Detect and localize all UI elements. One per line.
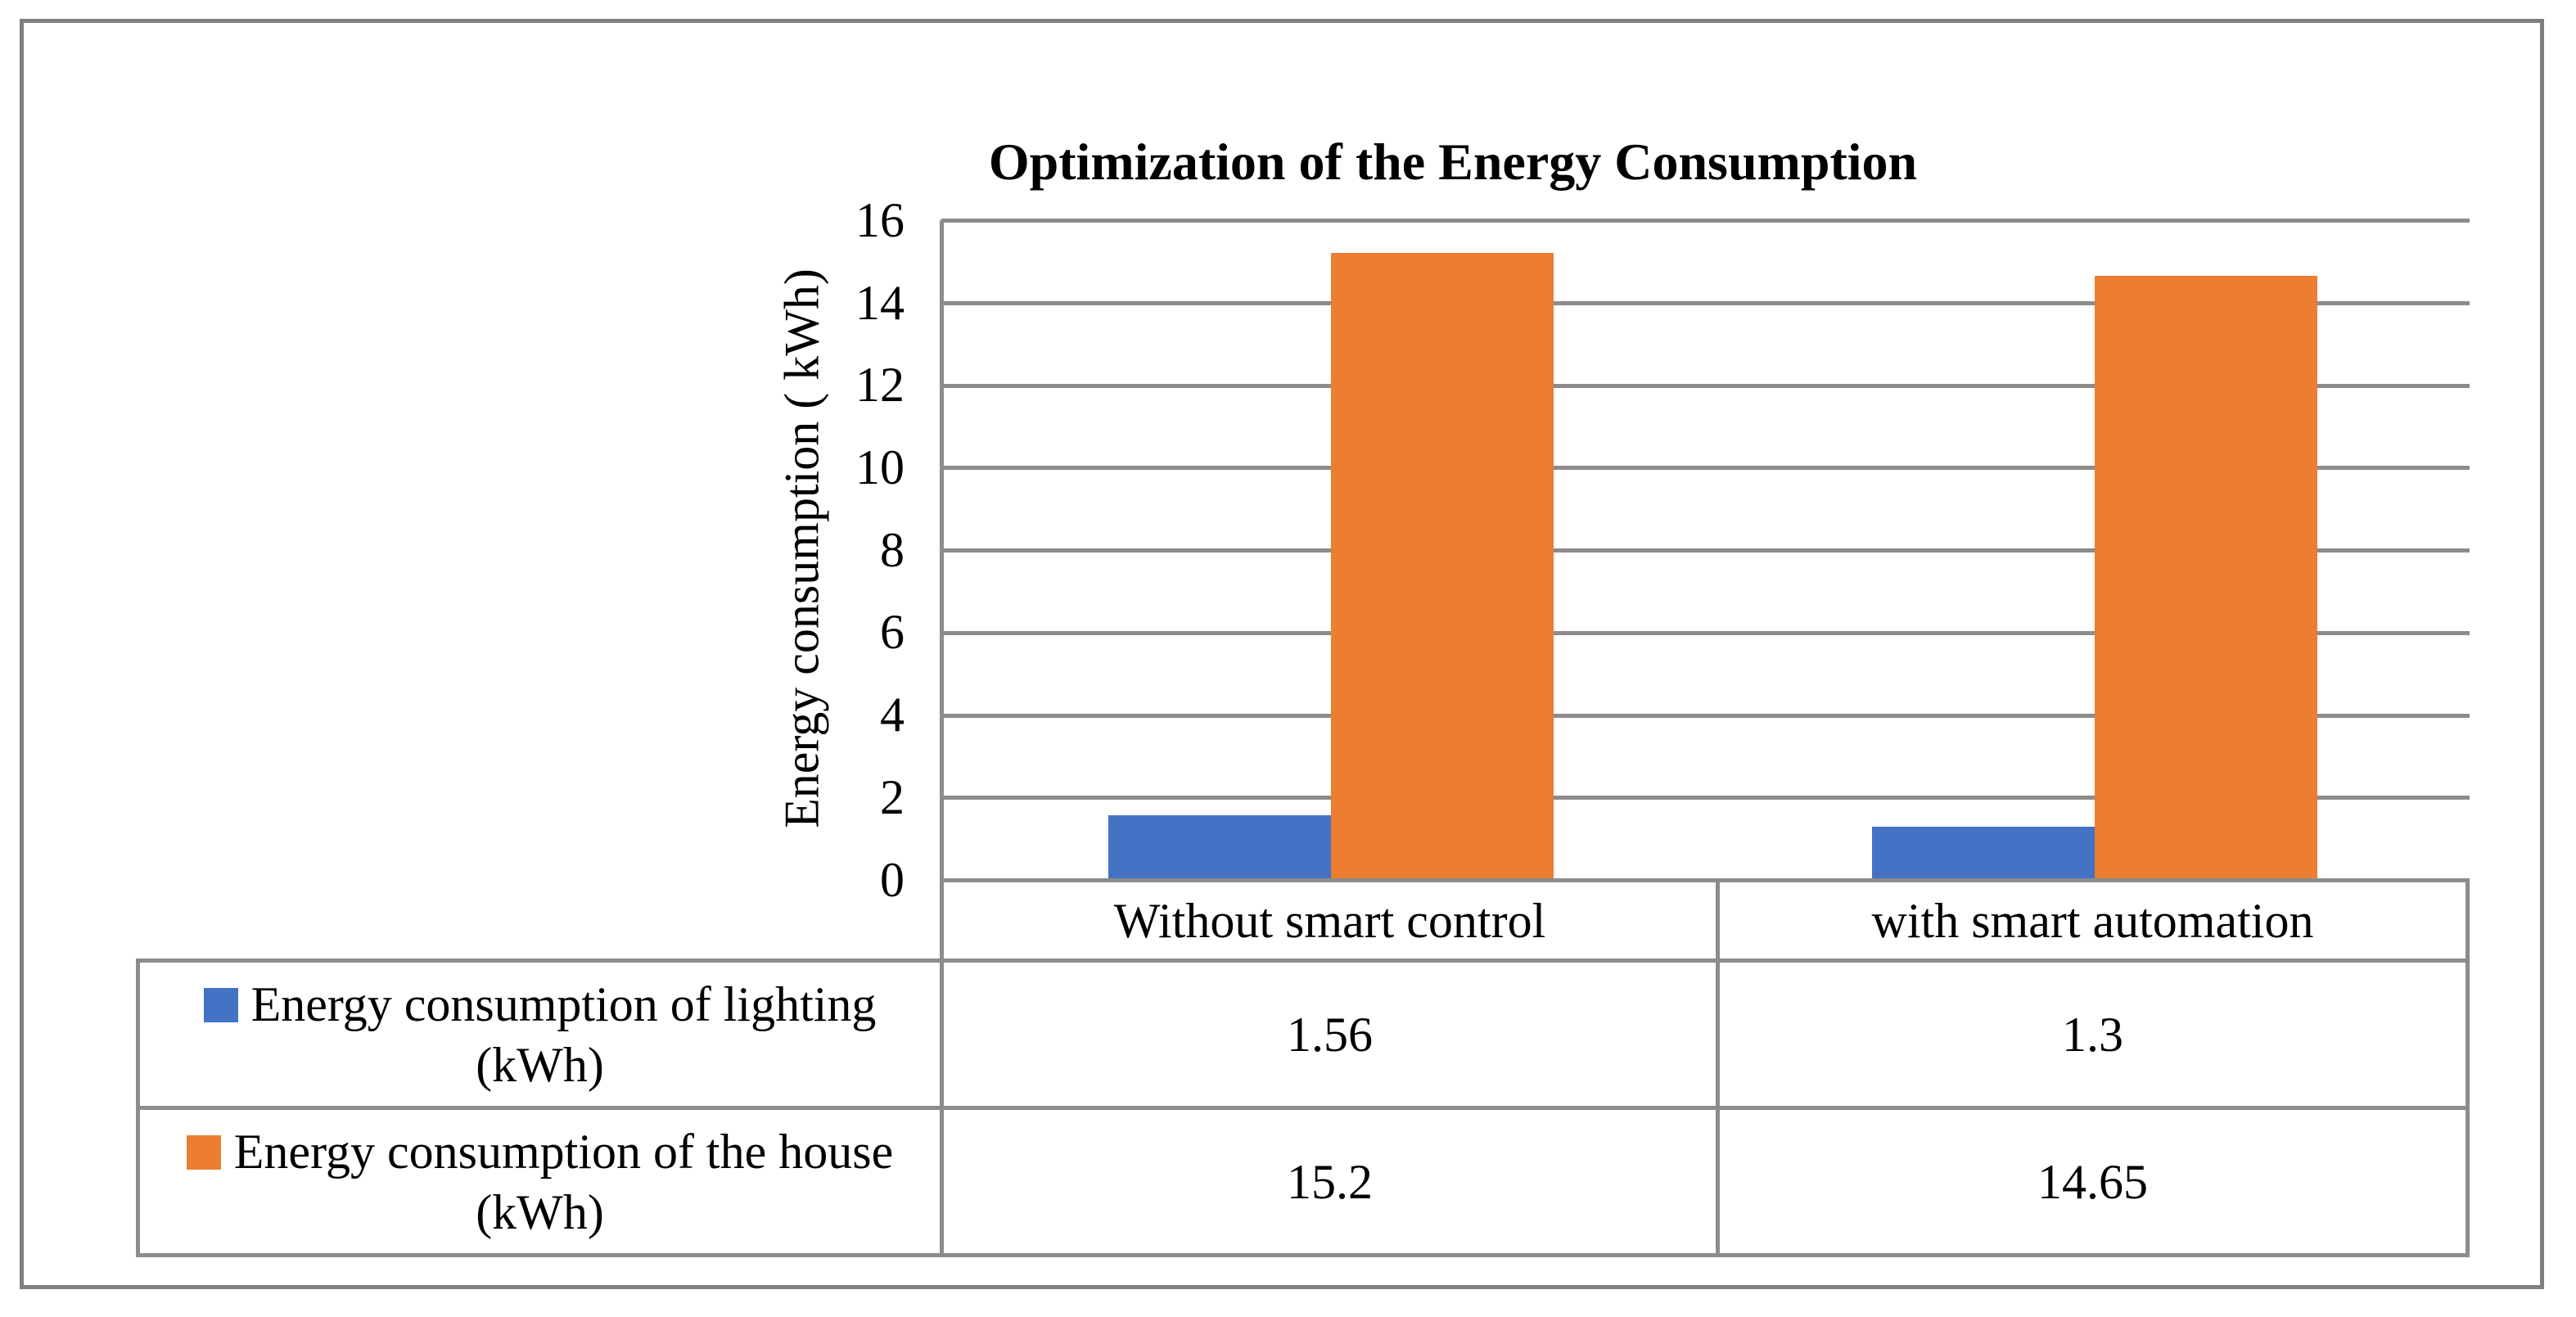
legend-item-lighting: Energy consumption of lighting (kWh) [140,963,940,1106]
gridline-10 [941,466,2470,470]
y-tick-label-10: 10 [855,440,905,494]
table-column-divider [1716,878,1720,1255]
table-line-bottom [136,1253,2470,1257]
y-tick-label-16: 16 [855,193,905,247]
gridline-2 [941,796,2470,800]
legend-label-lighting-unit: (kWh) [476,1037,604,1092]
legend-key-lighting-swatch [203,987,238,1022]
category-header-with-smart-automation: with smart automation [1720,882,2465,958]
gridline-4 [941,714,2470,718]
y-tick-label-6: 6 [880,605,905,659]
x-axis-line [940,878,2470,882]
table-line-below-header [136,958,2470,963]
value-text: 1.56 [1287,1007,1373,1062]
bar-house-without-smart-control [1331,253,1554,880]
bar-house-with-smart-automation [2095,276,2317,880]
table-value-lighting-with: 1.3 [1720,963,2465,1106]
bar-lighting-with-smart-automation [1872,826,2095,880]
value-text: 15.2 [1287,1154,1373,1209]
legend-label-house-unit: (kWh) [476,1184,604,1239]
gridline-8 [941,548,2470,553]
category-header-without-smart-control: Without smart control [944,882,1716,958]
gridline-12 [941,384,2470,388]
y-tick-label-8: 8 [880,523,905,577]
category-label: with smart automation [1871,893,2314,948]
category-label: Without smart control [1113,893,1546,948]
table-value-lighting-without: 1.56 [944,963,1716,1106]
table-right-border [2465,878,2470,1255]
table-value-house-without: 15.2 [944,1110,1716,1253]
value-text: 14.65 [2037,1154,2148,1209]
y-tick-label-0: 0 [880,853,905,907]
y-tick-label-14: 14 [855,276,905,330]
legend-key-house-swatch [186,1134,221,1170]
legend-label-lighting: Energy consumption of lighting [250,976,877,1031]
legend-label-house: Energy consumption of the house [233,1124,894,1179]
gridline-16 [941,219,2470,223]
figure-border [20,19,2544,1289]
plot-area [941,219,2470,880]
table-line-between-rows [136,1106,2470,1110]
value-text: 1.3 [2062,1007,2123,1062]
y-tick-label-4: 4 [880,688,905,742]
gridline-6 [941,631,2470,635]
chart-title: Optimization of the Energy Consumption [988,133,1918,191]
bar-lighting-without-smart-control [1108,815,1331,880]
y-tick-label-2: 2 [880,770,905,824]
y-axis-line [940,220,944,1255]
legend-item-house: Energy consumption of the house (kWh) [140,1110,940,1253]
gridline-14 [941,301,2470,305]
y-tick-label-12: 12 [855,358,905,412]
legend-left-border [136,958,140,1255]
table-value-house-with: 14.65 [1720,1110,2465,1253]
